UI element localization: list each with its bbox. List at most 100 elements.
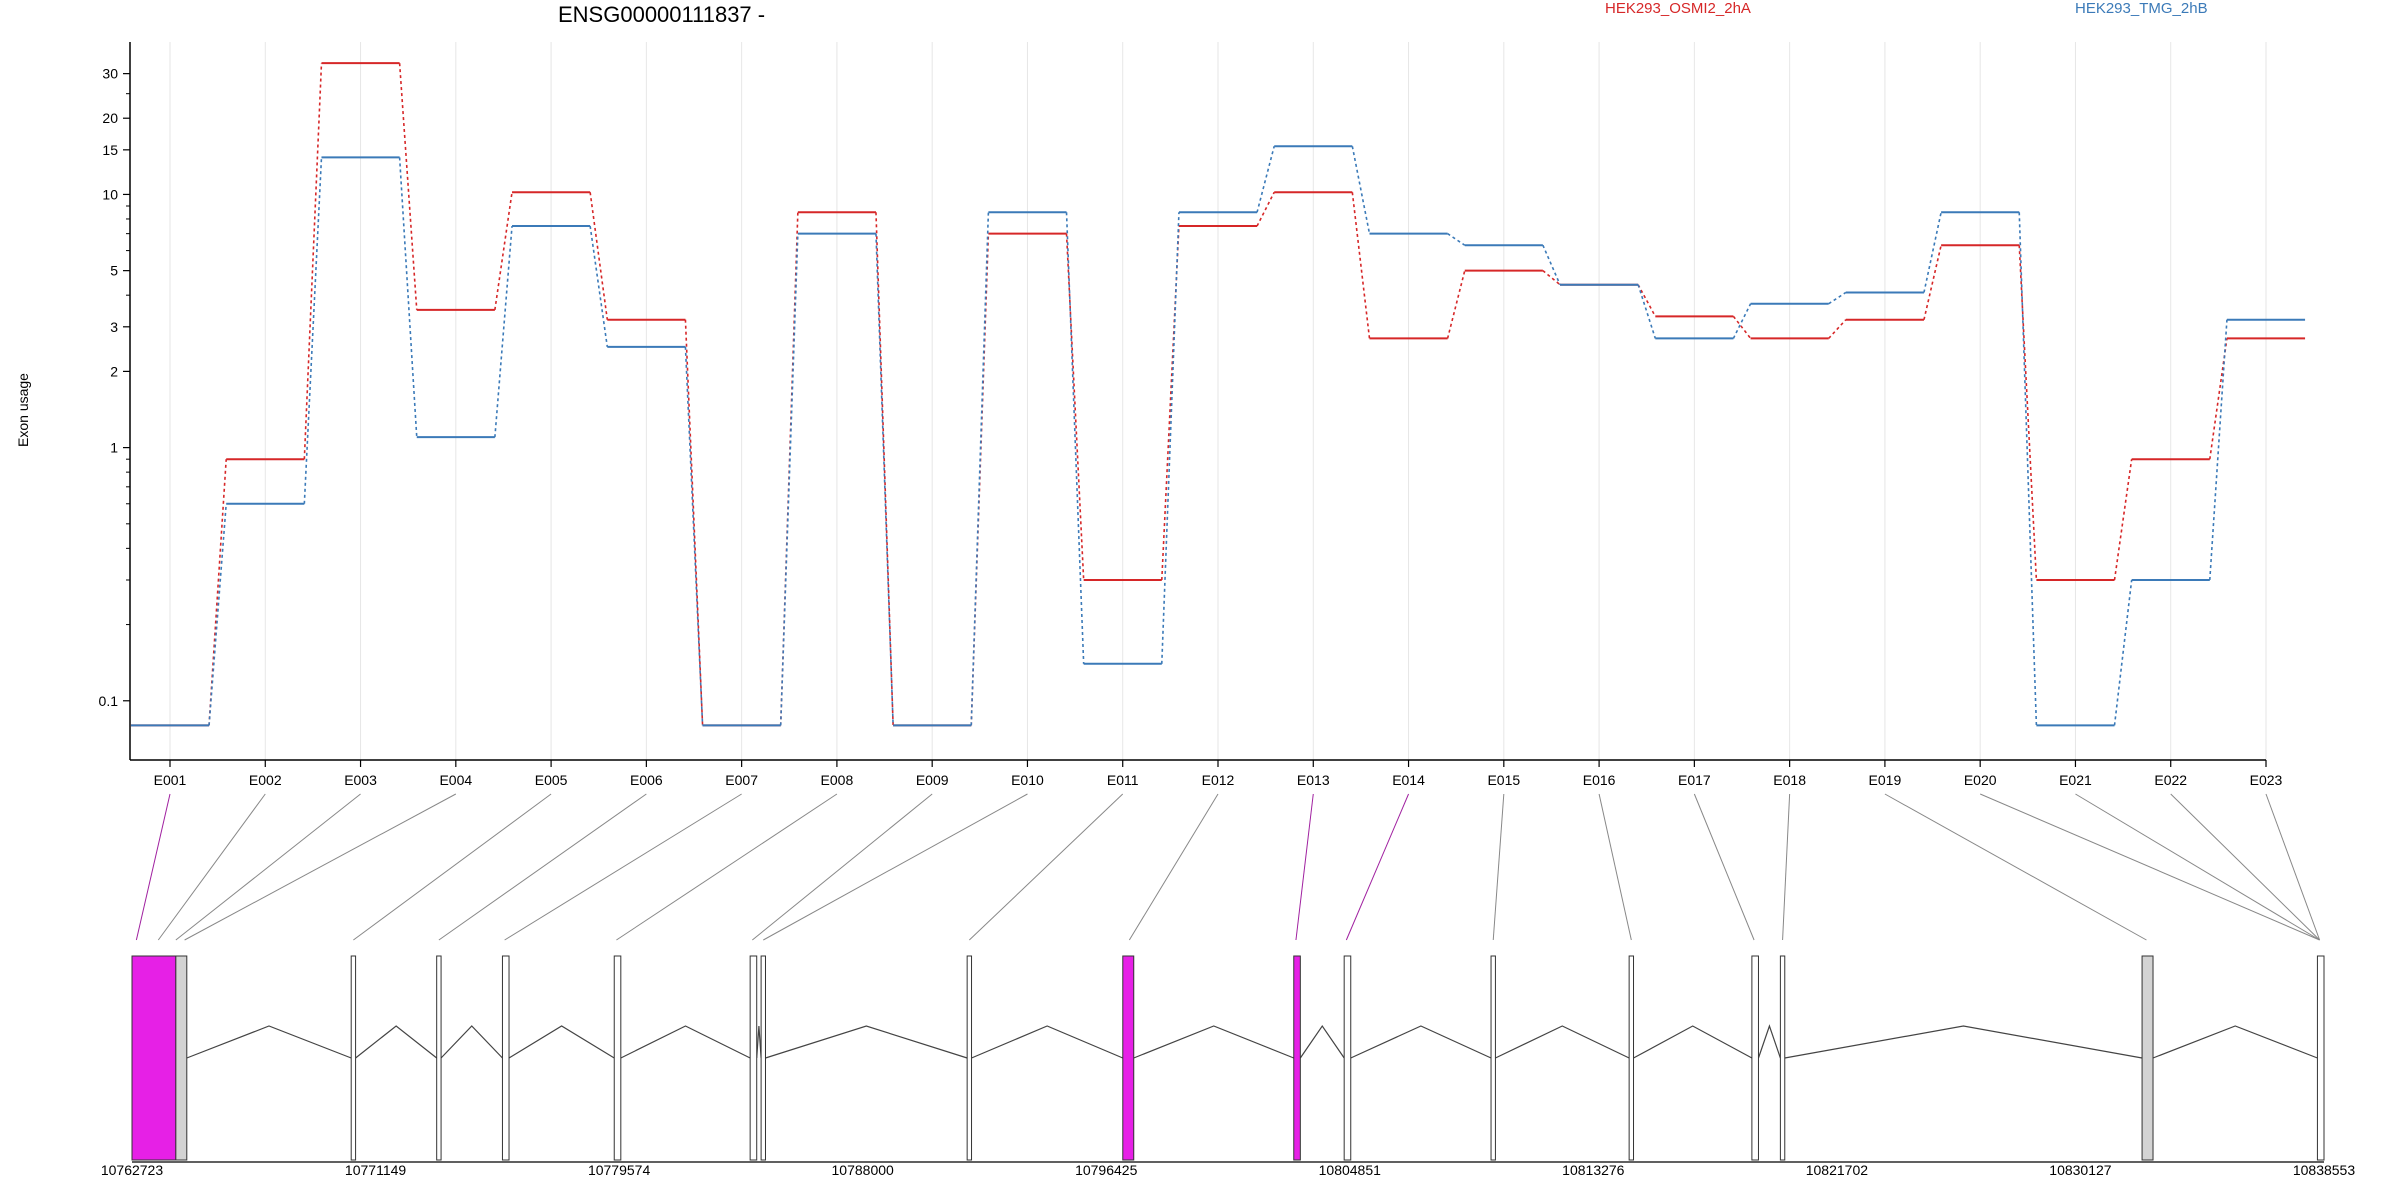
exon-block <box>749 955 758 1161</box>
series-connector <box>1637 284 1657 317</box>
series-connector <box>208 459 228 726</box>
genome-coordinate-label: 10771149 <box>345 1162 406 1178</box>
exon-connector-line <box>763 793 1028 941</box>
x-tick-label: E016 <box>1583 772 1616 788</box>
exon-connector-line <box>504 793 742 941</box>
exon-block <box>350 955 357 1161</box>
series-connector <box>303 157 323 504</box>
x-tick-label: E019 <box>1869 772 1902 788</box>
series-connector <box>1065 212 1085 664</box>
y-tick-label: 2 <box>110 363 118 379</box>
y-tick-label: 30 <box>102 66 118 82</box>
exon-connector-line <box>175 793 361 941</box>
exon-block <box>501 955 510 1161</box>
intron <box>1495 1025 1630 1059</box>
genome-coordinate-label: 10830127 <box>2049 1162 2112 1178</box>
genome-coordinate-label: 10779574 <box>588 1162 651 1178</box>
series-connector <box>2208 319 2228 581</box>
x-tick-label: E013 <box>1297 772 1330 788</box>
x-axis: E001 E002 E003 E004 E005 E006 E007 E008 E009 E010… <box>130 759 2283 788</box>
series-connector <box>1923 212 1942 293</box>
grid-lines <box>169 42 2267 760</box>
series-connector <box>2113 459 2133 581</box>
intron <box>508 1025 615 1059</box>
exon-block <box>613 955 622 1161</box>
series-connector <box>875 233 894 726</box>
intron <box>971 1025 1124 1059</box>
series-connector <box>208 503 228 726</box>
exon-block <box>1779 955 1786 1161</box>
exon-connector-line <box>752 793 933 941</box>
y-tick-label: 0.1 <box>99 693 119 709</box>
exon-connector-line <box>1782 793 1791 941</box>
series-connector <box>1256 191 1275 227</box>
series-connector <box>1351 192 1371 339</box>
exon-block <box>1751 955 1759 1161</box>
x-tick-label: E022 <box>2154 772 2187 788</box>
series-connector <box>494 192 513 310</box>
intron <box>1633 1025 1753 1059</box>
series-connector <box>494 225 513 438</box>
intron <box>765 1025 968 1059</box>
x-tick-label: E021 <box>2059 772 2092 788</box>
intron <box>186 1025 352 1059</box>
intron <box>620 1025 751 1059</box>
y-tick-label: 3 <box>110 319 118 335</box>
x-tick-label: E020 <box>1964 772 1997 788</box>
exon-block <box>760 955 766 1161</box>
series-connector <box>1256 146 1275 213</box>
genome-coordinate-label: 10813276 <box>1562 1162 1625 1178</box>
y-tick-label: 5 <box>110 263 118 279</box>
x-tick-label: E006 <box>630 772 663 788</box>
series-connector <box>2208 338 2228 460</box>
x-tick-label: E008 <box>821 772 854 788</box>
legend-series-tmg: HEK293_TMG_2hB <box>2075 0 2208 17</box>
intron <box>1133 1025 1294 1059</box>
x-tick-label: E010 <box>1011 772 1044 788</box>
x-tick-label: E009 <box>916 772 949 788</box>
exon-connector-line <box>1693 793 1755 941</box>
series-connector <box>2018 212 2038 726</box>
exon-connector-line <box>184 793 457 941</box>
series-connector <box>1828 319 1847 339</box>
series-connector <box>779 233 799 726</box>
x-tick-label: E011 <box>1107 772 1139 788</box>
exon-connectors <box>135 793 2321 941</box>
series-connector <box>1447 232 1466 246</box>
x-tick-label: E017 <box>1678 772 1711 788</box>
intron <box>1784 1025 2143 1059</box>
y-tick-label: 1 <box>110 440 118 456</box>
x-tick-label: E018 <box>1773 772 1806 788</box>
series-connector <box>1160 212 1180 664</box>
series-connector <box>1542 244 1561 286</box>
exon-block <box>175 955 188 1161</box>
intron <box>1757 1024 1781 1059</box>
y-axis: 0.1 1 2 3 5 10 15 20 30 <box>99 42 131 760</box>
exon-connector-line <box>1979 793 2320 941</box>
series-connector <box>1923 245 1942 320</box>
exon-connector-line <box>1295 793 1314 941</box>
exon-connector-line <box>1884 793 2147 941</box>
exon-block <box>1343 955 1352 1161</box>
intron <box>756 1025 762 1059</box>
series-connector <box>589 225 609 347</box>
series-connector <box>1732 303 1752 339</box>
x-tick-label: E023 <box>2250 772 2283 788</box>
intron <box>2152 1025 2318 1059</box>
exon-block <box>131 955 177 1161</box>
y-tick-label: 15 <box>102 142 118 158</box>
exon-connector-line <box>157 793 266 941</box>
series-connector <box>779 212 799 726</box>
series-connector <box>2113 579 2133 726</box>
exon-connector-line <box>1492 793 1505 941</box>
x-tick-label: E005 <box>535 772 568 788</box>
exon-block <box>1628 955 1635 1161</box>
exon-connector-line <box>616 793 838 941</box>
x-tick-label: E007 <box>725 772 758 788</box>
series-connector <box>398 157 418 438</box>
x-tick-label: E012 <box>1202 772 1235 788</box>
series-connector <box>1446 270 1466 339</box>
gene-model: 10762723 10771149 10779574 10788000 10796425… <box>101 955 2355 1178</box>
exon-connector-line <box>438 793 647 941</box>
exon-connector-line <box>2075 793 2320 941</box>
